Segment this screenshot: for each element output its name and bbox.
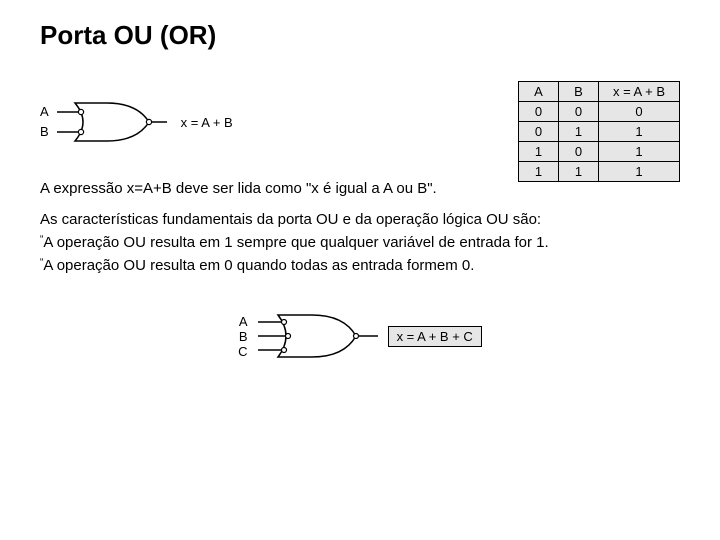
gate3-equation-box: x = A + B + C bbox=[388, 326, 482, 347]
th-x: x = A + B bbox=[598, 82, 679, 102]
cell: 1 bbox=[558, 162, 598, 182]
gate3-label-a: A bbox=[238, 314, 247, 329]
intro-paragraph: As características fundamentais da porta… bbox=[40, 211, 680, 230]
bullet-2-text: A operação OU resulta em 0 quando todas … bbox=[43, 257, 474, 274]
cell: 1 bbox=[558, 122, 598, 142]
or-gate-2input-block: A B x = A + B bbox=[40, 97, 233, 147]
gate2-equation: x = A + B bbox=[181, 115, 233, 130]
table-header-row: A B x = A + B bbox=[518, 82, 679, 102]
top-row: A B x = A + B A B x = A + B 0 0 0 0 1 1 bbox=[40, 81, 680, 182]
cell: 1 bbox=[598, 122, 679, 142]
gate2-label-a: A bbox=[40, 102, 49, 122]
page-title: Porta OU (OR) bbox=[40, 20, 680, 51]
bullet-2: A operação OU resulta em 0 quando todas … bbox=[40, 257, 680, 276]
bullet-1-text: A operação OU resulta em 1 sempre que qu… bbox=[43, 234, 548, 251]
cell: 0 bbox=[558, 102, 598, 122]
gate3-input-labels: A B C bbox=[238, 314, 247, 359]
cell: 1 bbox=[598, 162, 679, 182]
table-row: 1 0 1 bbox=[518, 142, 679, 162]
cell: 1 bbox=[598, 142, 679, 162]
bullet-1: A operação OU resulta em 1 sempre que qu… bbox=[40, 234, 680, 253]
cell: 0 bbox=[598, 102, 679, 122]
gate3-label-c: C bbox=[238, 344, 247, 359]
truth-table: A B x = A + B 0 0 0 0 1 1 1 0 1 1 1 1 bbox=[518, 81, 680, 182]
table-row: 0 1 1 bbox=[518, 122, 679, 142]
or-gate-3input-icon bbox=[258, 309, 378, 363]
cell: 0 bbox=[518, 122, 558, 142]
th-b: B bbox=[558, 82, 598, 102]
cell: 0 bbox=[558, 142, 598, 162]
expression-line: A expressão x=A+B deve ser lida como "x … bbox=[40, 180, 680, 197]
table-row: 0 0 0 bbox=[518, 102, 679, 122]
gate2-label-b: B bbox=[40, 122, 49, 142]
gate3-label-b: B bbox=[238, 329, 247, 344]
or-gate-2input-icon bbox=[57, 97, 167, 147]
th-a: A bbox=[518, 82, 558, 102]
or-gate-3input-block: A B C x = A + B + C bbox=[40, 309, 680, 363]
cell: 0 bbox=[518, 102, 558, 122]
table-row: 1 1 1 bbox=[518, 162, 679, 182]
cell: 1 bbox=[518, 142, 558, 162]
cell: 1 bbox=[518, 162, 558, 182]
gate2-input-labels: A B bbox=[40, 102, 49, 142]
